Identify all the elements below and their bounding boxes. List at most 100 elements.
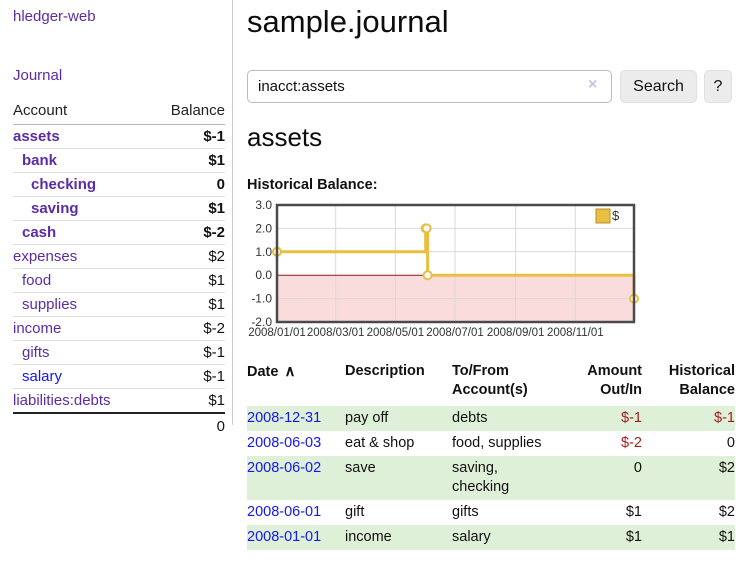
register-row: 2008-06-02 save saving, checking 0 $2 bbox=[247, 456, 735, 500]
clear-search-icon[interactable]: × bbox=[588, 76, 598, 93]
y-axis-tick-label: -1.0 bbox=[251, 292, 272, 306]
accounts-tbody: assets $-1 bank $1 checking 0 saving $1 cash $-2 e… bbox=[13, 125, 225, 413]
transaction-balance: $-1 bbox=[714, 410, 735, 426]
x-axis-tick-label: 2008/09/01 bbox=[487, 327, 545, 339]
transaction-date-link[interactable]: 2008-06-02 bbox=[247, 460, 322, 476]
account-link[interactable]: saving bbox=[31, 200, 79, 217]
account-row: assets $-1 bbox=[13, 125, 225, 149]
account-link[interactable]: gifts bbox=[22, 344, 50, 361]
account-link[interactable]: food bbox=[22, 272, 52, 289]
accounts-total-row: 0 bbox=[13, 412, 225, 439]
account-balance: $1 bbox=[149, 388, 225, 413]
transaction-balance: 0 bbox=[726, 435, 735, 451]
transaction-balance: $1 bbox=[718, 529, 735, 545]
register-header-amount: Amount Out/In bbox=[587, 363, 642, 398]
register-header-account: To/From Account(s) bbox=[452, 363, 528, 398]
transaction-date-link[interactable]: 2008-12-31 bbox=[247, 410, 322, 426]
account-link[interactable]: income bbox=[13, 320, 62, 337]
register-row: 2008-01-01 income salary $1 $1 bbox=[247, 525, 735, 550]
x-axis-tick-label: 2008/03/01 bbox=[307, 327, 365, 339]
transaction-date-link[interactable]: 2008-06-03 bbox=[247, 435, 322, 451]
account-row: checking 0 bbox=[13, 172, 225, 197]
accounts-balance-table: Account Balance assets $-1 bank $1 checking 0… bbox=[13, 99, 225, 439]
account-row: income $-2 bbox=[13, 316, 225, 341]
account-balance: $-2 bbox=[149, 220, 225, 245]
account-balance: $1 bbox=[149, 148, 225, 173]
transaction-accounts: saving, checking bbox=[452, 460, 510, 495]
account-balance: $-2 bbox=[149, 316, 225, 341]
account-balance: $1 bbox=[149, 292, 225, 317]
transaction-date-link[interactable]: 2008-01-01 bbox=[247, 529, 322, 545]
transaction-balance: $2 bbox=[718, 460, 735, 476]
transaction-accounts: salary bbox=[452, 529, 491, 545]
search-button[interactable]: Search bbox=[620, 70, 697, 103]
register-tbody: 2008-12-31 pay off debts $-1 $-1 2008-06-03 ea… bbox=[247, 406, 735, 550]
chart-title: Historical Balance: bbox=[247, 177, 378, 193]
account-link[interactable]: supplies bbox=[22, 296, 78, 313]
register-header-description: Description bbox=[345, 363, 425, 379]
account-row: liabilities:debts $1 bbox=[13, 388, 225, 413]
account-link[interactable]: bank bbox=[22, 152, 58, 169]
search-input[interactable] bbox=[247, 70, 612, 103]
help-button[interactable]: ? bbox=[704, 70, 732, 103]
x-axis-tick-label: 2008/01/01 bbox=[248, 327, 306, 339]
register-header-row: Date ∧ Description To/From Account(s) Amou… bbox=[247, 362, 735, 406]
register-row: 2008-06-03 eat & shop food, supplies $-2 0 bbox=[247, 431, 735, 456]
account-balance: $-1 bbox=[149, 364, 225, 389]
transaction-description: eat & shop bbox=[345, 435, 415, 451]
account-link[interactable]: salary bbox=[22, 368, 63, 385]
account-balance: $-1 bbox=[203, 128, 225, 145]
date-header-label: Date bbox=[247, 364, 279, 380]
account-balance: $1 bbox=[149, 196, 225, 221]
register-header-balance: Historical Balance bbox=[668, 363, 735, 398]
account-balance: 0 bbox=[149, 172, 225, 197]
account-link[interactable]: liabilities:debts bbox=[13, 392, 111, 409]
account-balance: $1 bbox=[149, 268, 225, 293]
app-title-link[interactable]: hledger-web bbox=[13, 8, 96, 25]
account-link[interactable]: assets bbox=[13, 128, 60, 145]
transaction-amount: $1 bbox=[625, 504, 642, 520]
account-row: gifts $-1 bbox=[13, 340, 225, 365]
register-row: 2008-06-01 gift gifts $1 $2 bbox=[247, 500, 735, 525]
y-axis-tick-label: 3.0 bbox=[255, 200, 272, 212]
account-row: cash $-2 bbox=[13, 220, 225, 245]
x-axis-tick-label: 2008/11/01 bbox=[547, 327, 604, 339]
transaction-accounts: gifts bbox=[452, 504, 479, 520]
register-table: Date ∧ Description To/From Account(s) Amou… bbox=[247, 362, 735, 550]
register-header-date[interactable]: Date ∧ bbox=[247, 362, 345, 406]
transaction-amount: $1 bbox=[625, 529, 642, 545]
transaction-accounts: debts bbox=[452, 410, 488, 426]
accounts-header-row: Account Balance bbox=[13, 99, 225, 125]
sort-ascending-icon: ∧ bbox=[284, 363, 296, 380]
account-link[interactable]: expenses bbox=[13, 248, 78, 265]
accounts-header-account: Account bbox=[13, 99, 150, 125]
historical-balance-chart: $3.0 2.0 1.0 0.0 -1.0 -2.0 2008/01/01 2008/03/0… bbox=[240, 198, 640, 345]
x-axis-tick-label: 2008/05/01 bbox=[367, 327, 425, 339]
y-axis-tick-label: 2.0 bbox=[255, 221, 272, 235]
sidebar-item-journal[interactable]: Journal bbox=[13, 67, 63, 84]
account-heading: assets bbox=[247, 122, 323, 152]
account-row: supplies $1 bbox=[13, 292, 225, 317]
transaction-amount: 0 bbox=[633, 460, 642, 476]
transaction-description: save bbox=[345, 460, 376, 476]
account-row: salary $-1 bbox=[13, 364, 225, 389]
account-row: expenses $2 bbox=[13, 244, 225, 269]
account-link[interactable]: cash bbox=[22, 224, 57, 241]
y-axis-tick-label: 0.0 bbox=[255, 268, 272, 282]
search-form: × Search ? bbox=[247, 70, 735, 104]
transaction-amount: $-1 bbox=[621, 410, 642, 426]
account-balance: $2 bbox=[149, 244, 225, 269]
page-title: sample.journal bbox=[247, 4, 449, 39]
transaction-description: pay off bbox=[345, 410, 389, 426]
transaction-amount: $-2 bbox=[621, 435, 642, 451]
account-link[interactable]: checking bbox=[31, 176, 97, 193]
transaction-date-link[interactable]: 2008-06-01 bbox=[247, 504, 322, 520]
account-row: food $1 bbox=[13, 268, 225, 293]
sidebar: hledger-web Journal Account Balance asse… bbox=[0, 0, 233, 439]
transaction-description: gift bbox=[345, 504, 365, 520]
y-axis-tick-label: -2.0 bbox=[251, 315, 272, 329]
transaction-balance: $2 bbox=[718, 504, 735, 520]
accounts-header-balance: Balance bbox=[149, 99, 225, 125]
account-row: bank $1 bbox=[13, 148, 225, 173]
